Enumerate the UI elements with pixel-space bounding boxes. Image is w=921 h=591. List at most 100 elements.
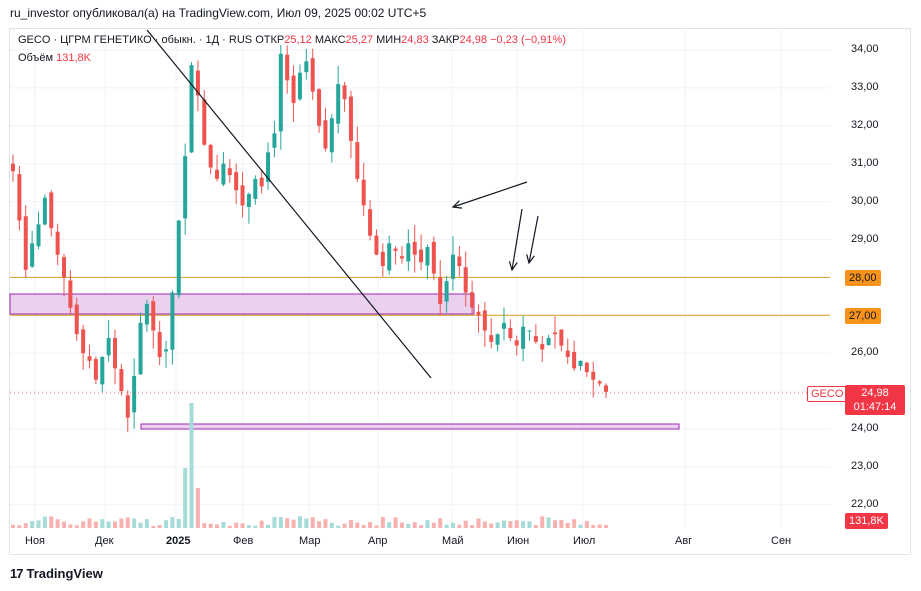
volume-bar-20: [138, 522, 143, 528]
x-tick-label: Сен: [771, 535, 792, 547]
candle-body-54: [355, 142, 360, 179]
candle-body-35: [234, 172, 239, 191]
volume-bar-82: [533, 525, 538, 528]
legend-low: 24,83: [401, 34, 429, 46]
volume-bar-24: [164, 520, 169, 528]
volume-bar-87: [565, 523, 570, 528]
tradingview-brand[interactable]: 17 TradingView: [10, 566, 103, 581]
y-tick-label: 32,00: [851, 118, 879, 131]
price-badge-ticker: GECO: [807, 386, 848, 402]
volume-bar-10: [74, 525, 79, 528]
candle-body-21: [144, 303, 149, 325]
brand-name: TradingView: [26, 566, 103, 581]
volume-bar-69: [450, 522, 455, 528]
volume-bar-53: [348, 520, 353, 528]
volume-bar-47: [310, 517, 315, 528]
candle-body-29: [195, 70, 200, 96]
volume-bar-44: [291, 519, 296, 528]
volume-bar-19: [132, 518, 137, 528]
candle-body-16: [113, 338, 118, 369]
volume-bar-3: [30, 521, 35, 528]
candle-body-23: [157, 332, 162, 357]
arrow-1: [511, 208, 523, 271]
volume-bar-25: [170, 517, 175, 528]
candle-body-39: [259, 177, 264, 187]
volume-bar-8: [62, 521, 67, 528]
candle-body-25: [170, 292, 175, 350]
volume-bar-75: [489, 523, 494, 528]
zone-rect-0: [9, 293, 475, 315]
candle-body-73: [476, 311, 481, 316]
candle-body-56: [368, 209, 373, 236]
volume-bar-83: [540, 516, 545, 528]
candle-body-66: [431, 241, 436, 274]
volume-bar-23: [157, 525, 162, 528]
candle-body-80: [521, 326, 526, 349]
legend-open: 25,12: [284, 34, 312, 46]
candle-body-18: [125, 395, 130, 418]
x-tick-label: Фев: [233, 535, 254, 547]
volume-bar-36: [240, 523, 245, 528]
volume-bar-93: [604, 524, 608, 528]
arrowhead-0: [451, 200, 463, 209]
candle-body-59: [387, 243, 392, 271]
volume-bar-4: [36, 520, 41, 528]
legend-high: 25,27: [345, 34, 374, 46]
candle-body-47: [310, 58, 315, 92]
legend-ohlc: GECO · ЦГРМ ГЕНЕТИКО · обыкн. · 1Д · RUS…: [18, 34, 566, 46]
volume-bar-18: [125, 517, 130, 528]
volume-bar-68: [444, 524, 449, 528]
volume-bar-38: [253, 525, 258, 528]
candle-body-76: [495, 334, 500, 345]
x-tick-label: Май: [442, 535, 464, 547]
volume-bar-46: [304, 518, 309, 528]
candle-body-46: [304, 61, 309, 73]
volume-bar-6: [49, 516, 54, 528]
candle-body-3: [30, 243, 35, 267]
volume-bar-12: [87, 518, 92, 528]
candle-body-49: [323, 120, 328, 149]
candle-body-2: [23, 216, 28, 270]
candle-body-86: [559, 329, 564, 346]
volume-bar-9: [68, 524, 73, 528]
legend-close: 24,98: [459, 34, 488, 46]
candle-body-37: [246, 194, 251, 207]
volume-bar-31: [208, 523, 213, 528]
volume-bar-17: [119, 518, 124, 528]
volume-bar-84: [546, 517, 551, 528]
candle-body-12: [87, 356, 92, 361]
candle-body-89: [578, 360, 583, 367]
y-tick-label: 26,00: [851, 346, 879, 359]
candle-body-34: [227, 168, 232, 176]
candle-body-53: [348, 96, 353, 141]
level-badge-28: 28,00: [845, 270, 881, 286]
volume-bar-62: [406, 523, 411, 528]
volume-bar-7: [55, 519, 60, 528]
trend-line: [146, 29, 432, 379]
candle-body-84: [546, 338, 551, 346]
volume-bar-21: [144, 519, 149, 528]
candle-body-20: [138, 322, 143, 375]
candle-body-26: [176, 220, 181, 296]
candle-body-38: [253, 178, 258, 199]
volume-bar-48: [317, 521, 322, 528]
legend-open-label: ОТКР: [255, 34, 285, 46]
candle-body-41: [272, 133, 277, 148]
x-tick-label: Апр: [368, 535, 388, 547]
candle-body-44: [291, 75, 296, 104]
volume-bar-81: [527, 521, 532, 528]
candle-body-72: [470, 292, 475, 308]
candle-body-57: [374, 235, 379, 255]
candle-body-15: [106, 338, 111, 356]
volume-bar-56: [368, 521, 373, 528]
candle-body-42: [278, 53, 283, 132]
price-badge-price: 24,98: [861, 387, 889, 399]
volume-bar-14: [100, 519, 105, 528]
volume-bar-50: [329, 522, 334, 528]
candle-body-4: [36, 224, 41, 247]
volume-bar-2: [23, 523, 28, 528]
candle-body-7: [55, 231, 60, 255]
volume-bar-77: [501, 520, 506, 528]
volume-bar-63: [412, 522, 417, 528]
